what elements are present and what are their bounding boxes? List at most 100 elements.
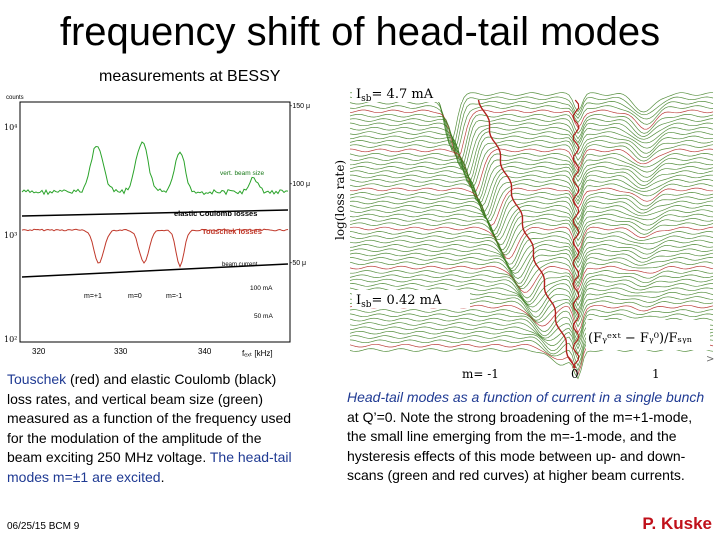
- left-x-tick-0: 320: [32, 347, 46, 356]
- caption-left-touschek: Touschek: [7, 371, 67, 387]
- svg-text:(Fᵧᵉˣᵗ − Fᵧ⁰)/Fₛᵧₙ: (Fᵧᵉˣᵗ − Fᵧ⁰)/Fₛᵧₙ: [588, 331, 692, 346]
- left-x-axis-label: fₑₓₜ [kHz]: [242, 349, 273, 358]
- left-y-tick-1: 10³: [4, 231, 17, 240]
- ridge-line: [350, 174, 714, 218]
- svg-text:>: >: [706, 354, 714, 365]
- svg-text:Isb= 4.7 mA: Isb= 4.7 mA: [356, 87, 434, 104]
- caption-left: Touschek (red) and elastic Coulomb (blac…: [7, 370, 297, 487]
- slide-subtitle: measurements at BESSY: [99, 68, 281, 85]
- label-m-minus1: m=-1: [166, 293, 182, 300]
- left-plot: counts 10⁴ 10³ 10² 320 330 340 fₑₓₜ [kHz…: [4, 95, 310, 358]
- left-right-tick-1: -100 μ: [290, 181, 310, 188]
- ridge-line: [349, 309, 714, 339]
- elastic-losses-line: [21, 209, 289, 217]
- ridge-line: [350, 270, 714, 299]
- ridge-line: [349, 239, 714, 272]
- ridge-line: [349, 226, 714, 260]
- ridge-line: [349, 244, 714, 274]
- left-x-tick-1: 330: [114, 347, 128, 356]
- label-touschek: Touschek losses: [202, 227, 262, 236]
- right-x-tick-2: 1: [652, 367, 660, 381]
- left-y-axis-label: counts: [6, 95, 24, 101]
- right-figure: log(loss rate) Isb= 4.7 mA Isb= 0.42 mA …: [330, 80, 718, 385]
- footer-date: 06/25/15 BCM 9: [7, 521, 80, 532]
- ridge-line: [349, 131, 714, 179]
- beam-current-line: [21, 263, 289, 278]
- ridge-line: [349, 265, 714, 293]
- ridge-line: [349, 252, 714, 284]
- ridge-line: [349, 166, 714, 207]
- label-50ma: 50 mA: [254, 313, 273, 320]
- ridge-line: [349, 170, 714, 212]
- caption-left-emphasis: The head-tail modes m=±1 are excited: [7, 449, 292, 485]
- svg-text:Isb= 0.42 mA: Isb= 0.42 mA: [356, 293, 442, 310]
- red-scan-curve: [477, 99, 577, 369]
- ridge-line: [349, 148, 714, 192]
- right-x-tick-1: 0: [571, 367, 579, 381]
- ridge-line: [349, 122, 714, 170]
- right-y-axis-label: log(loss rate): [333, 160, 347, 240]
- x-formula-label: (Fᵧᵉˣᵗ − Fᵧ⁰)/Fₛᵧₙ >: [586, 320, 714, 365]
- touschek-curve: [21, 228, 289, 268]
- ridge-line: [349, 213, 714, 251]
- ridge-line: [349, 235, 714, 270]
- ridge-line: [349, 222, 714, 256]
- red-scan-curve-2: [572, 99, 580, 369]
- label-vert-beam-size: vert. beam size: [220, 170, 264, 177]
- caption-left-body: (red) and elastic Coulomb (black) loss r…: [7, 371, 292, 465]
- ridge-line: [349, 209, 714, 246]
- ridge-line: [349, 179, 714, 220]
- ridge-line: [349, 139, 714, 187]
- caption-right-emphasis: Head-tail modes as a function of current…: [347, 389, 705, 405]
- ridge-line: [349, 153, 714, 199]
- ridge-line: [349, 205, 714, 240]
- ridge-line: [349, 278, 714, 307]
- left-figure: counts 10⁴ 10³ 10² 320 330 340 fₑₓₜ [kHz…: [2, 92, 324, 362]
- label-m-0: m=0: [128, 293, 142, 300]
- left-x-tick-2: 340: [198, 347, 212, 356]
- ridge-line: [349, 126, 714, 173]
- ridge-line: [349, 257, 714, 288]
- label-100ma: 100 mA: [250, 285, 273, 292]
- vert-beam-size-curve: [21, 141, 289, 196]
- left-plot-frame: [19, 101, 291, 343]
- right-plot: log(loss rate) Isb= 4.7 mA Isb= 0.42 mA …: [333, 84, 714, 381]
- isb-top-label: Isb= 4.7 mA: [352, 84, 462, 104]
- label-m-plus1: m=+1: [84, 293, 102, 300]
- ridge-line: [349, 313, 714, 343]
- ridge-line: [349, 105, 714, 155]
- left-y-tick-2: 10²: [4, 335, 17, 344]
- caption-left-end: .: [160, 468, 165, 485]
- ridge-line: [349, 187, 713, 226]
- ridge-line: [349, 113, 714, 164]
- ridge-line: [349, 109, 714, 160]
- slide-title: frequency shift of head-tail modes: [59, 10, 661, 54]
- ridge-line: [349, 144, 714, 189]
- ridge-line: [349, 231, 714, 265]
- ridge-line: [349, 157, 714, 202]
- left-right-tick-0: -150 μ: [290, 103, 310, 110]
- ridge-line: [349, 192, 714, 232]
- right-x-tick-0: m= -1: [462, 367, 499, 381]
- ridge-line: [349, 161, 714, 205]
- ridge-line: [349, 196, 714, 236]
- ridge-line: [349, 274, 714, 303]
- ridge-line: [349, 183, 714, 222]
- left-right-tick-2: -50 μ: [290, 260, 306, 267]
- ridge-line: [349, 118, 714, 169]
- left-y-tick-0: 10⁴: [4, 123, 17, 132]
- label-elastic: elastic Coulomb losses: [174, 209, 257, 218]
- ridge-line: [349, 200, 714, 238]
- ridge-line: [349, 100, 714, 152]
- isb-bottom-label: Isb= 0.42 mA: [352, 290, 470, 310]
- ridge-line: [349, 135, 714, 183]
- ridge-line: [349, 287, 714, 315]
- caption-right: Head-tail modes as a function of current…: [347, 388, 707, 486]
- ridge-line: [349, 261, 714, 289]
- ridge-line: [349, 248, 714, 280]
- caption-right-body: at Q’=0. Note the strong broadening of t…: [347, 408, 693, 484]
- label-beam-current: beam current: [222, 262, 258, 268]
- ridge-line: [349, 348, 714, 380]
- author-name: P. Kuske: [642, 514, 712, 533]
- ridge-line: [349, 218, 714, 254]
